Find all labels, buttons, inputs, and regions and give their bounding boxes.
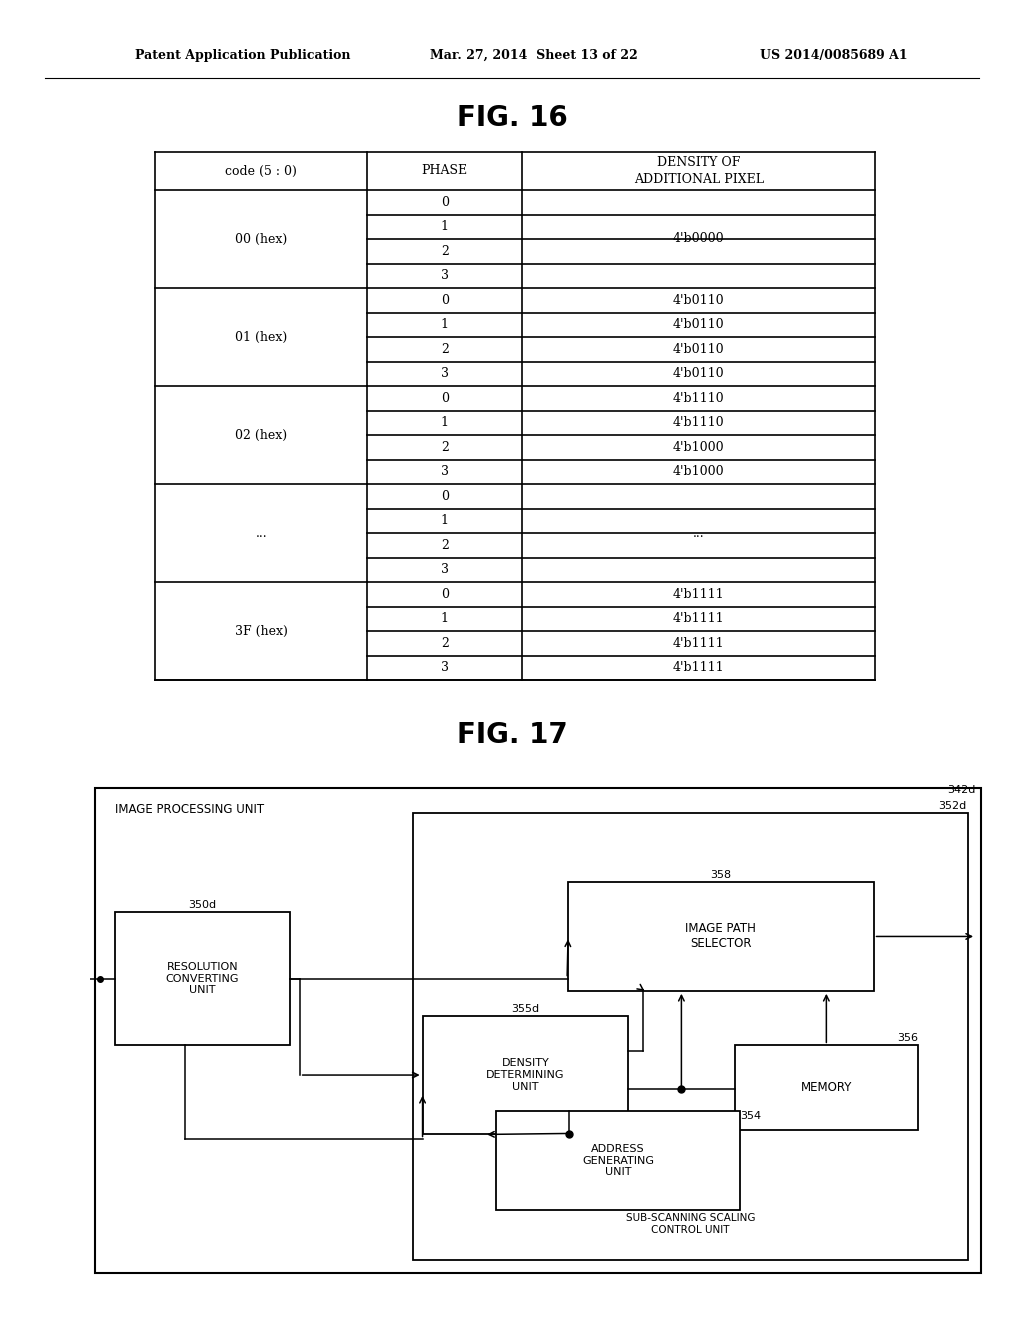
Text: 0: 0	[440, 294, 449, 306]
Text: IMAGE PROCESSING UNIT: IMAGE PROCESSING UNIT	[115, 803, 264, 816]
Text: SUB-SCANNING SCALING
CONTROL UNIT: SUB-SCANNING SCALING CONTROL UNIT	[626, 1213, 755, 1236]
Text: 2: 2	[441, 441, 449, 454]
Text: 4'b1111: 4'b1111	[673, 612, 724, 626]
Text: 4'b1111: 4'b1111	[673, 636, 724, 649]
Text: 4'b1000: 4'b1000	[673, 465, 724, 478]
Text: 0: 0	[440, 392, 449, 405]
Text: 1: 1	[440, 220, 449, 234]
Text: MEMORY: MEMORY	[801, 1081, 852, 1094]
Text: FIG. 17: FIG. 17	[457, 721, 567, 748]
Text: 4'b0110: 4'b0110	[673, 367, 724, 380]
Text: 1: 1	[440, 416, 449, 429]
Text: 350d: 350d	[188, 900, 216, 909]
Text: 3: 3	[440, 269, 449, 282]
Text: 4'b1110: 4'b1110	[673, 392, 724, 405]
Text: 0: 0	[440, 195, 449, 209]
Text: US 2014/0085689 A1: US 2014/0085689 A1	[760, 49, 907, 62]
Text: DENSITY OF
ADDITIONAL PIXEL: DENSITY OF ADDITIONAL PIXEL	[634, 156, 764, 186]
Text: RESOLUTION
CONVERTING
UNIT: RESOLUTION CONVERTING UNIT	[166, 962, 240, 995]
Text: 358: 358	[711, 870, 731, 880]
Text: 0: 0	[440, 587, 449, 601]
Bar	[423, 1015, 628, 1134]
Text: 3F (hex): 3F (hex)	[234, 624, 288, 638]
Text: 4'b1000: 4'b1000	[673, 441, 724, 454]
Text: DENSITY
DETERMINING
UNIT: DENSITY DETERMINING UNIT	[486, 1059, 564, 1092]
Text: ...: ...	[255, 527, 267, 540]
Text: PHASE: PHASE	[422, 165, 468, 177]
Text: 1: 1	[440, 515, 449, 527]
Text: 4'b1110: 4'b1110	[673, 416, 724, 429]
Bar	[568, 882, 873, 991]
Text: 4'b1111: 4'b1111	[673, 587, 724, 601]
Text: 3: 3	[440, 367, 449, 380]
Text: 01 (hex): 01 (hex)	[236, 330, 288, 343]
Text: 1: 1	[440, 612, 449, 626]
Text: 2: 2	[441, 343, 449, 356]
Text: 342d: 342d	[947, 785, 976, 795]
Text: 4'b1111: 4'b1111	[673, 661, 724, 675]
Text: 356: 356	[897, 1034, 918, 1043]
Text: code (5 : 0): code (5 : 0)	[225, 165, 297, 177]
Text: 355d: 355d	[511, 1003, 540, 1014]
Text: 3: 3	[440, 564, 449, 577]
Text: 352d: 352d	[938, 801, 966, 810]
Text: 4'b0000: 4'b0000	[673, 232, 724, 246]
Bar	[115, 912, 290, 1045]
Text: 02 (hex): 02 (hex)	[236, 429, 288, 441]
Bar	[734, 1045, 918, 1130]
Text: 4'b0110: 4'b0110	[673, 318, 724, 331]
Bar	[413, 813, 968, 1261]
Text: 0: 0	[440, 490, 449, 503]
Bar	[496, 1111, 740, 1210]
Text: 2: 2	[441, 539, 449, 552]
Text: ADDRESS
GENERATING
UNIT: ADDRESS GENERATING UNIT	[582, 1144, 654, 1177]
Text: 00 (hex): 00 (hex)	[236, 232, 288, 246]
Text: ...: ...	[693, 527, 705, 540]
Text: 3: 3	[440, 661, 449, 675]
Text: FIG. 16: FIG. 16	[457, 104, 567, 132]
Text: 2: 2	[441, 244, 449, 257]
Text: 1: 1	[440, 318, 449, 331]
Text: 3: 3	[440, 465, 449, 478]
Text: 4'b0110: 4'b0110	[673, 343, 724, 356]
Text: Mar. 27, 2014  Sheet 13 of 22: Mar. 27, 2014 Sheet 13 of 22	[430, 49, 638, 62]
Text: IMAGE PATH
SELECTOR: IMAGE PATH SELECTOR	[685, 923, 757, 950]
Text: 4'b0110: 4'b0110	[673, 294, 724, 306]
Text: Patent Application Publication: Patent Application Publication	[135, 49, 350, 62]
Text: 354: 354	[740, 1111, 762, 1121]
Text: 2: 2	[441, 636, 449, 649]
